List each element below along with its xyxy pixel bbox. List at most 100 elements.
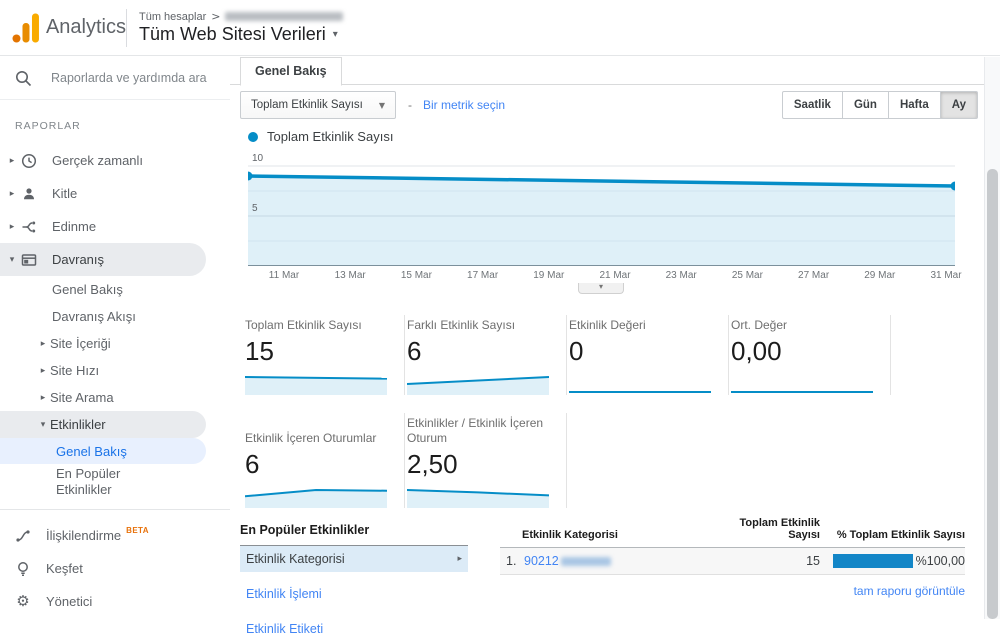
sparkline [245, 376, 387, 395]
row-percent-label: %100,00 [915, 554, 965, 568]
panel-title: En Popüler Etkinlikler [240, 523, 468, 546]
sparkline [407, 489, 549, 508]
legend-label: Toplam Etkinlik Sayısı [267, 129, 394, 144]
granularity-button-group: Saatlik Gün Hafta Ay [781, 91, 978, 119]
scorecard-ort-deger: Ort. Değer 0,00 [731, 315, 891, 395]
table-row: 1. 90212 15 %100,00 [500, 548, 965, 575]
audience-person-icon [20, 185, 38, 203]
chevron-right-icon: ▸ [9, 155, 15, 166]
chevron-down-icon: ▾ [9, 254, 15, 265]
x-axis-tick: 11 Mar [268, 270, 300, 281]
bottom-section: En Popüler Etkinlikler Etkinlik Kategori… [240, 517, 978, 636]
breadcrumb[interactable]: Tüm hesaplar > [139, 10, 344, 23]
full-report-link[interactable]: tam raporu görüntüle [853, 584, 965, 598]
vertical-scrollbar[interactable] [984, 57, 1000, 619]
x-axis-tick: 23 Mar [665, 270, 697, 281]
acquisition-icon [20, 218, 38, 236]
granularity-ay-button[interactable]: Ay [939, 91, 978, 119]
granularity-saatlik-button[interactable]: Saatlik [781, 91, 843, 119]
y-axis-tick: 10 [252, 153, 264, 164]
data-point[interactable] [248, 171, 253, 181]
chevron-down-icon: ▾ [598, 282, 603, 291]
x-axis-tick: 27 Mar [798, 270, 830, 281]
app-header: Analytics Tüm hesaplar > Tüm Web Sitesi … [0, 0, 1000, 56]
attribution-icon [14, 527, 32, 545]
x-axis-labels: 11 Mar 13 Mar 15 Mar 17 Mar 19 Mar 21 Mar 23 M… [248, 270, 962, 284]
chart-legend: Toplam Etkinlik Sayısı [248, 129, 393, 144]
main-content: Genel Bakış Toplam Etkinlik Sayısı ▼ - B… [230, 57, 984, 636]
sidebar-divider [0, 509, 230, 510]
scorecard-farkli-etkinlik-sayisi: Farklı Etkinlik Sayısı 6 [407, 315, 567, 395]
sidebar-item-etkinlikler[interactable]: ▾ Etkinlikler [0, 411, 206, 438]
gear-icon: ⚙ [16, 592, 30, 610]
account-switcher: Tüm hesaplar > Tüm Web Sitesi Verileri ▾ [139, 10, 344, 45]
product-name: Analytics [45, 16, 126, 38]
timeseries-chart: 5 10 [248, 150, 955, 266]
scrollbar-thumb[interactable] [987, 169, 998, 619]
chevron-right-icon: ▸ [9, 188, 15, 199]
metric-separator: - [408, 98, 413, 112]
chevron-right-icon: ▸ [40, 392, 46, 403]
scorecard-toplam-etkinlik-sayisi: Toplam Etkinlik Sayısı 15 [245, 315, 405, 395]
chevron-down-icon: ▼ [378, 100, 386, 110]
panel-item-etkinlik-etiketi[interactable]: Etkinlik Etiketi [246, 622, 324, 636]
panel-item-etkinlik-kategorisi[interactable]: Etkinlik Kategorisi ▸ [240, 546, 468, 572]
sidebar-item-etkinlikler-genel-bakis[interactable]: Genel Bakış [0, 438, 206, 464]
percent-bar-fill [833, 554, 913, 568]
sidebar-item-iliskilendirme[interactable]: İlişkilendirme BETA [0, 519, 206, 552]
sidebar-item-gercek-zamanli[interactable]: ▸ Gerçek zamanlı [0, 144, 206, 177]
column-header-toplam-etkinlik-sayisi[interactable]: Toplam Etkinlik Sayısı [739, 517, 820, 541]
sidebar-item-site-icerigi[interactable]: ▸ Site İçeriği [0, 330, 206, 357]
column-header-pct-toplam-etkinlik-sayisi[interactable]: % Toplam Etkinlik Sayısı [836, 529, 965, 541]
sparkline [569, 391, 711, 393]
chart-controls: Toplam Etkinlik Sayısı ▼ - Bir metrik se… [240, 91, 978, 119]
search-icon [16, 70, 32, 86]
chart-collapse-handle[interactable]: ▾ [578, 283, 624, 294]
timeseries-plot [248, 165, 956, 266]
metric-dropdown[interactable]: Toplam Etkinlik Sayısı ▼ [240, 91, 397, 119]
search-input[interactable] [49, 70, 209, 86]
behavior-icon [20, 251, 38, 269]
x-axis-tick: 15 Mar [400, 270, 432, 281]
x-axis-tick: 13 Mar [334, 270, 366, 281]
lightbulb-icon [14, 560, 32, 578]
sidebar-item-yonetici[interactable]: ⚙ Yönetici [0, 585, 206, 618]
sidebar-item-site-arama[interactable]: ▸ Site Arama [0, 384, 206, 411]
scorecards-row-1: Toplam Etkinlik Sayısı 15 Farklı Etkinli… [245, 315, 978, 395]
popular-events-panel: En Popüler Etkinlikler Etkinlik Kategori… [240, 523, 468, 642]
events-table: Etkinlik Kategorisi Toplam Etkinlik Sayı… [500, 517, 965, 598]
sidebar-item-site-hizi[interactable]: ▸ Site Hızı [0, 357, 206, 384]
x-axis-tick: 21 Mar [599, 270, 631, 281]
chevron-right-icon: ▸ [40, 365, 46, 376]
column-header-etkinlik-kategorisi[interactable]: Etkinlik Kategorisi [522, 529, 618, 541]
analytics-logo[interactable]: Analytics [0, 13, 126, 43]
event-category-link[interactable]: 90212 [524, 554, 559, 568]
chevron-right-icon: ▸ [457, 554, 462, 564]
scorecard-etkinlik-degeri: Etkinlik Değeri 0 [569, 315, 729, 395]
sidebar-item-davranis-akisi[interactable]: Davranış Akışı [52, 309, 136, 324]
header-divider [126, 8, 127, 47]
y-axis-tick: 5 [252, 203, 258, 214]
realtime-clock-icon [20, 152, 38, 170]
table-header-row: Etkinlik Kategorisi Toplam Etkinlik Sayı… [500, 517, 965, 548]
sidebar-item-kitle[interactable]: ▸ Kitle [0, 177, 206, 210]
sidebar-search[interactable] [0, 57, 230, 100]
sidebar-item-edinme[interactable]: ▸ Edinme [0, 210, 206, 243]
sidebar-item-en-populer-etkinlikler[interactable]: En Popüler Etkinlikler [56, 466, 121, 497]
sidebar-item-davranis[interactable]: ▾ Davranış [0, 243, 206, 276]
x-axis-tick: 17 Mar [467, 270, 499, 281]
granularity-hafta-button[interactable]: Hafta [887, 91, 941, 119]
tab-genel-bakis[interactable]: Genel Bakış [240, 57, 342, 86]
view-selector[interactable]: Tüm Web Sitesi Verileri ▾ [139, 24, 338, 44]
data-point[interactable] [950, 181, 956, 191]
redacted-category-digits [560, 556, 611, 566]
chevron-down-icon: ▾ [332, 29, 338, 40]
sidebar-item-davranis-genel-bakis[interactable]: Genel Bakış [52, 282, 123, 297]
granularity-gun-button[interactable]: Gün [841, 91, 889, 119]
select-metric-link[interactable]: Bir metrik seçin [423, 98, 506, 112]
sidebar-item-kesfet[interactable]: Keşfet [0, 552, 206, 585]
reports-section-label: RAPORLAR [15, 120, 81, 132]
panel-item-etkinlik-islemi[interactable]: Etkinlik İşlemi [246, 587, 322, 601]
scorecards: Toplam Etkinlik Sayısı 15 Farklı Etkinli… [245, 315, 978, 508]
chevron-right-icon: ▸ [40, 338, 46, 349]
